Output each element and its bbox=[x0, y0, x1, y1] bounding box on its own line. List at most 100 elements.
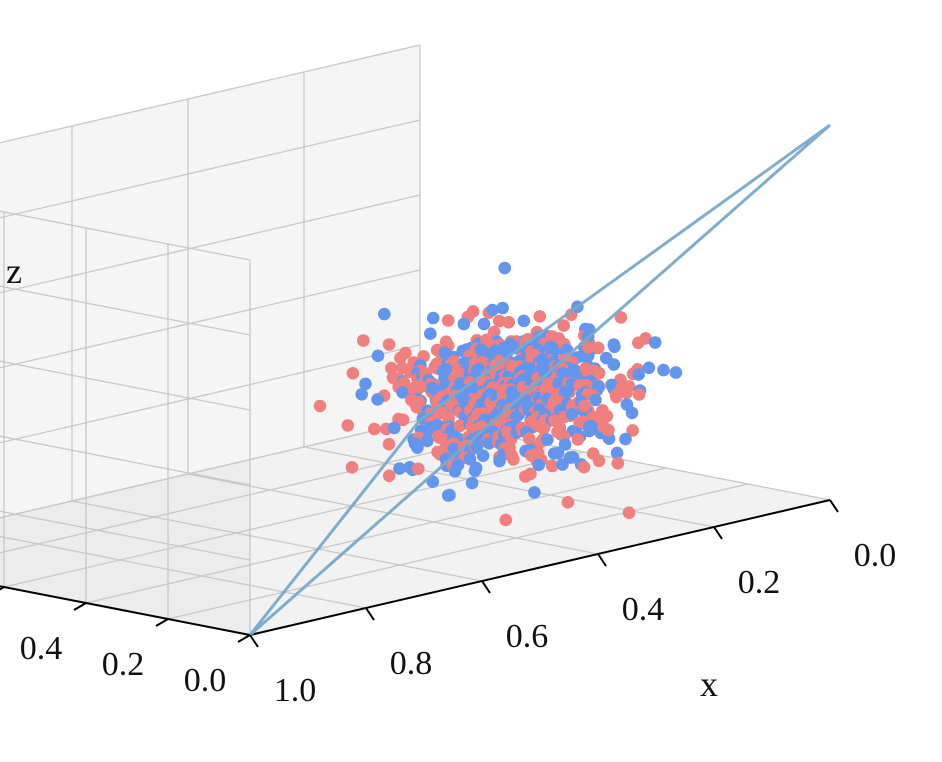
scatter-point bbox=[578, 399, 591, 413]
x-tick-label: 0.6 bbox=[506, 618, 549, 655]
scatter-point bbox=[359, 377, 372, 391]
scatter-point bbox=[563, 367, 577, 381]
scatter-point bbox=[393, 462, 406, 475]
scatter-point bbox=[345, 461, 359, 474]
scatter-point bbox=[600, 409, 614, 423]
gridline bbox=[3, 451, 585, 588]
gridline bbox=[0, 360, 251, 411]
gridline bbox=[0, 435, 503, 554]
scatter-point bbox=[426, 311, 440, 325]
scatter-point bbox=[441, 489, 455, 502]
gridline bbox=[187, 473, 599, 555]
gridline bbox=[0, 419, 421, 519]
scatter-point bbox=[378, 307, 391, 321]
x-tick-label: 0.0 bbox=[854, 537, 897, 574]
scatter-point bbox=[669, 366, 683, 379]
scatter-point bbox=[499, 513, 513, 527]
x-axis-label: x bbox=[700, 664, 718, 704]
scatter-point bbox=[557, 319, 570, 332]
scatter-point bbox=[610, 446, 624, 460]
scatter-point bbox=[355, 388, 369, 401]
scatter-point bbox=[545, 459, 559, 473]
x-tick-label: 1.0 bbox=[274, 672, 317, 709]
tick-mark bbox=[249, 634, 259, 648]
scatter-point bbox=[368, 422, 381, 436]
scatter-point bbox=[648, 336, 662, 349]
scatter-point bbox=[396, 386, 409, 399]
scatter-point bbox=[577, 460, 591, 474]
scatter-point bbox=[517, 314, 531, 328]
scatter-point bbox=[523, 432, 536, 446]
scatter-point bbox=[313, 399, 327, 413]
scatter-point bbox=[465, 476, 479, 490]
tick-mark bbox=[829, 499, 839, 513]
scatter-point bbox=[541, 433, 554, 447]
scatter-point bbox=[592, 454, 606, 468]
scatter-point bbox=[469, 461, 483, 475]
tick-mark bbox=[481, 580, 491, 594]
axes-panes bbox=[0, 44, 831, 636]
scatter-point bbox=[611, 456, 625, 470]
scatter-point bbox=[558, 438, 572, 451]
scatter-point bbox=[605, 378, 618, 392]
scatter-point bbox=[614, 311, 628, 324]
scatter-point bbox=[626, 424, 639, 437]
scatter-point bbox=[408, 381, 422, 394]
scatter-point bbox=[583, 424, 596, 438]
scatter-point bbox=[528, 486, 541, 499]
simplex-triangle bbox=[248, 123, 831, 637]
scatter-point bbox=[619, 432, 632, 446]
simplex-triangle-edge bbox=[248, 123, 831, 637]
scatter-point bbox=[496, 301, 509, 315]
scatter-point bbox=[424, 327, 437, 341]
gridline bbox=[0, 119, 421, 219]
scatter-point bbox=[602, 423, 615, 437]
scatter-point bbox=[371, 393, 384, 406]
tick-marks: 0.00.20.40.60.81.00.00.20.40.60.81.00.00… bbox=[0, 499, 897, 709]
scatter-point bbox=[608, 340, 621, 354]
scatter-point bbox=[394, 351, 407, 365]
scatter-point bbox=[592, 366, 606, 380]
gridline bbox=[71, 500, 483, 582]
scatter-point bbox=[476, 449, 490, 463]
scatter-point bbox=[519, 470, 532, 483]
scatter-point bbox=[382, 437, 396, 451]
scatter-point bbox=[498, 261, 512, 275]
scatter-point bbox=[346, 367, 360, 380]
scatter-point bbox=[582, 341, 595, 354]
x-tick-label: 0.4 bbox=[622, 591, 665, 628]
tick-mark bbox=[0, 586, 5, 591]
scatter-point bbox=[477, 317, 491, 331]
gridline bbox=[0, 44, 421, 144]
scatter-point bbox=[591, 341, 605, 355]
gridline bbox=[0, 435, 251, 486]
scatter-point bbox=[537, 422, 550, 436]
scatter-point bbox=[357, 334, 370, 347]
tick-mark bbox=[365, 607, 375, 621]
scatter-point bbox=[566, 451, 580, 464]
y-axis-spine bbox=[0, 585, 251, 636]
gridline bbox=[0, 210, 251, 261]
gridline bbox=[85, 467, 667, 604]
gridlines bbox=[0, 44, 831, 636]
axis-spines bbox=[0, 499, 831, 636]
scatter-point bbox=[632, 368, 645, 381]
scatter-point bbox=[453, 419, 467, 433]
tick-mark bbox=[73, 602, 87, 611]
scatter-point bbox=[507, 453, 520, 466]
scatter-point bbox=[463, 452, 477, 466]
scatter-point bbox=[408, 437, 422, 450]
scatter-point bbox=[589, 393, 602, 407]
scatter-point bbox=[382, 469, 396, 483]
scatter-point bbox=[639, 332, 652, 345]
scatter-point bbox=[610, 390, 623, 404]
scatter-point bbox=[571, 433, 585, 446]
tick-mark bbox=[597, 553, 607, 567]
gridline bbox=[167, 483, 749, 620]
scatter-point bbox=[632, 388, 646, 401]
gridline bbox=[0, 269, 421, 369]
x-tick-label: 0.8 bbox=[390, 645, 433, 682]
scatter-point bbox=[607, 358, 621, 371]
scatter-point bbox=[457, 317, 471, 331]
